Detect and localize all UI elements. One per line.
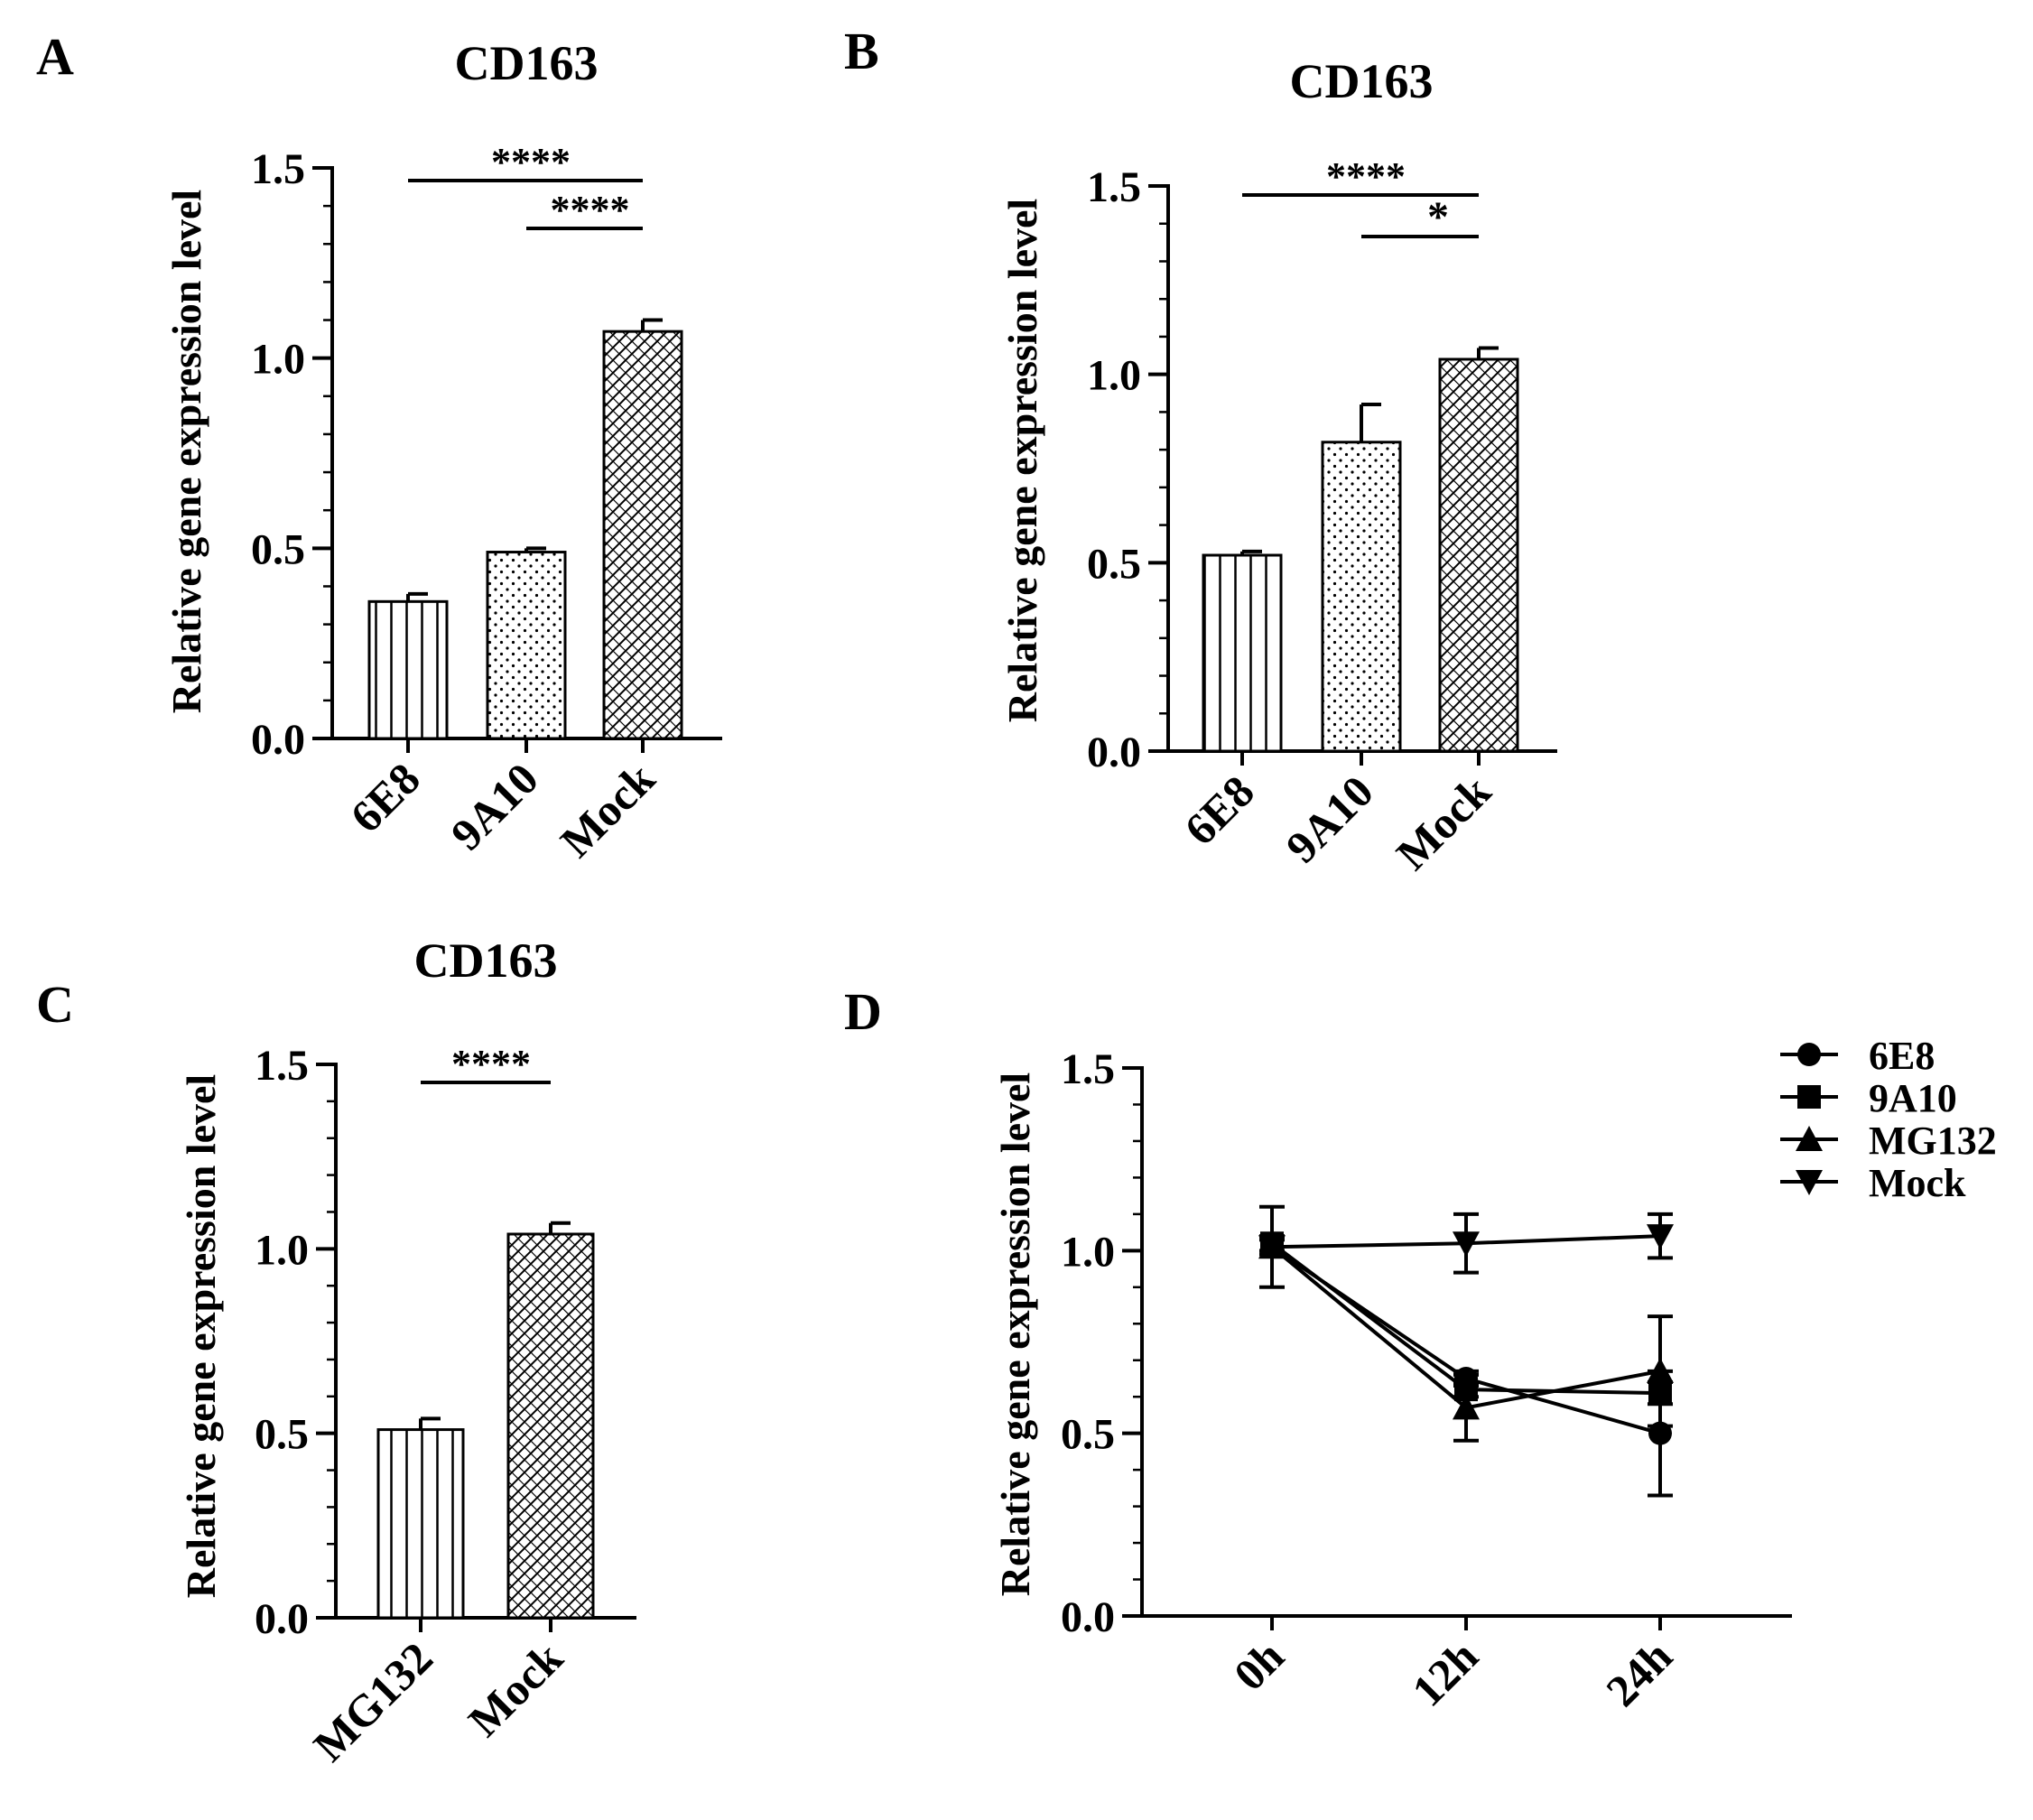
y-tick-label: 1.0 (251, 336, 305, 384)
marker-triangle-down (1796, 1170, 1823, 1195)
y-axis-label: Relative gene expression level (178, 1074, 224, 1598)
y-tick-label: 0.0 (251, 716, 305, 764)
panel-label: C (36, 975, 74, 1034)
panel-label: D (844, 982, 882, 1041)
x-tick-label: MG132 (303, 1632, 442, 1771)
marker-triangle-down (1647, 1224, 1674, 1250)
bar (367, 599, 449, 740)
marker-square (1797, 1085, 1821, 1109)
bar (1202, 553, 1283, 753)
legend-label: Mock (1869, 1161, 1966, 1205)
y-tick-label: 1.5 (251, 145, 305, 193)
bar (602, 330, 683, 740)
y-tick-label: 1.5 (255, 1042, 309, 1090)
y-tick-label: 0.5 (1061, 1411, 1115, 1459)
panel-a: A CD163 Relative gene expression level 0… (36, 27, 722, 867)
marker-triangle-up (1453, 1394, 1480, 1420)
plot-area: 0.0 0.5 1.0 1.5 6E8 9A10 Mock ******** (251, 140, 722, 867)
x-tick-label: 24h (1596, 1630, 1682, 1716)
y-tick-label: 0.5 (251, 525, 305, 573)
panel-b: B CD163 Relative gene expression level 0… (844, 22, 1557, 879)
bar (1438, 358, 1519, 753)
marker-circle (1797, 1043, 1821, 1066)
panel-d: D Relative gene expression level 0.0 0.5 1… (844, 982, 1997, 1716)
x-tick-label: 9A10 (1276, 766, 1383, 872)
y-axis-label: Relative gene expression level (992, 1072, 1038, 1596)
significance-label: **** (551, 188, 630, 232)
x-tick-label: 12h (1402, 1630, 1488, 1716)
panel-label: A (36, 27, 74, 86)
x-tick-label: 0h (1224, 1630, 1294, 1700)
plot-area: 0.0 0.5 1.0 1.5 MG132 Mock **** (255, 1042, 636, 1771)
chart-title: CD163 (1290, 54, 1434, 108)
x-tick-label: Mock (1387, 766, 1500, 879)
bar (1321, 441, 1402, 753)
significance-label: * (1427, 193, 1449, 241)
x-tick-label: Mock (459, 1632, 572, 1746)
y-tick-label: 1.0 (1087, 352, 1141, 400)
legend-label: MG132 (1869, 1119, 1997, 1163)
y-tick-label: 1.0 (1061, 1228, 1115, 1276)
bar (376, 1428, 465, 1620)
marker-triangle-down (1453, 1231, 1480, 1258)
y-tick-label: 1.5 (1087, 163, 1141, 211)
y-tick-label: 1.5 (1061, 1045, 1115, 1093)
legend-label: 9A10 (1869, 1076, 1957, 1120)
legend-label: 6E8 (1869, 1034, 1935, 1078)
marker-triangle-up (1647, 1357, 1674, 1383)
y-axis-label: Relative gene expression level (163, 190, 209, 713)
x-tick-label: 6E8 (1174, 766, 1264, 855)
y-tick-label: 0.0 (255, 1595, 309, 1643)
bar (506, 1232, 595, 1620)
significance-label: **** (491, 140, 571, 184)
marker-triangle-up (1796, 1126, 1823, 1151)
x-tick-label: Mock (551, 753, 664, 867)
x-tick-label: 6E8 (340, 753, 430, 842)
marker-square (1648, 1381, 1672, 1406)
panel-c: C CD163 Relative gene expression level 0… (36, 933, 636, 1771)
y-tick-label: 0.5 (255, 1411, 309, 1459)
y-tick-label: 0.5 (1087, 540, 1141, 588)
chart-title: CD163 (414, 933, 558, 988)
chart-title: CD163 (455, 36, 599, 90)
y-tick-label: 0.0 (1061, 1593, 1115, 1641)
y-tick-label: 0.0 (1087, 729, 1141, 776)
marker-triangle-down (1258, 1235, 1286, 1261)
plot-area: 0.0 0.5 1.0 1.5 0h 12h 24h (1061, 1045, 1792, 1716)
panel-label: B (844, 22, 879, 80)
x-tick-label: 9A10 (441, 753, 548, 859)
significance-label: **** (1326, 154, 1406, 199)
significance-label: **** (451, 1042, 531, 1086)
y-tick-label: 1.0 (255, 1226, 309, 1274)
marker-circle (1648, 1421, 1672, 1445)
bar (486, 551, 567, 740)
y-axis-label: Relative gene expression level (999, 199, 1045, 722)
